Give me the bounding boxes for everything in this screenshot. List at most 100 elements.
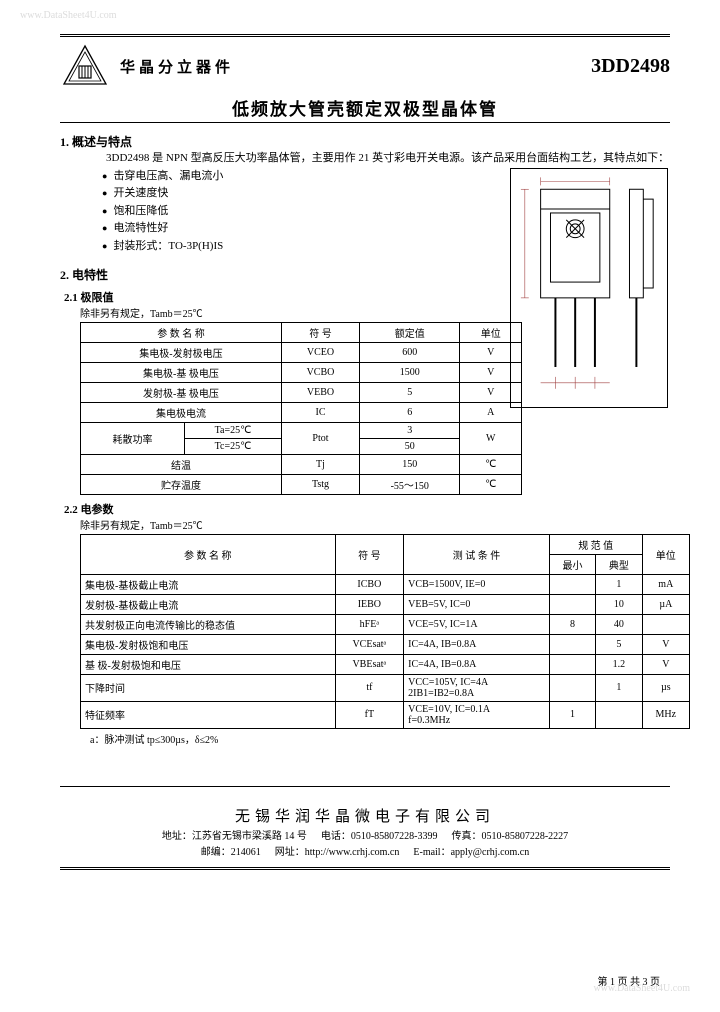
cell: IC=4A, IB=0.8A: [404, 634, 550, 654]
params-table: 参 数 名 称 符 号 测 试 条 件 规 范 值 单位 最小 典型 集电极-基…: [80, 534, 690, 729]
table-footnote: a：脉冲测试 tp≤300µs，δ≤2%: [90, 731, 670, 746]
label: 邮编：: [201, 847, 231, 858]
cell: [596, 701, 642, 728]
cell: 5: [596, 634, 642, 654]
table-row: 集电极-基 极电压VCBO1500V: [81, 362, 522, 382]
cell: 5: [360, 382, 460, 402]
section-overview-heading: 1. 概述与特点: [60, 133, 670, 150]
cell: IEBO: [335, 594, 404, 614]
table-row: 共发射极正向电流传输比的稳态值hFEᵃVCE=5V, IC=1A840: [81, 614, 690, 634]
header: 华晶分立器件 3DD2498: [60, 43, 670, 89]
params-condition: 除非另有规定，Tamb＝25℃: [80, 517, 670, 532]
cell: 40: [596, 614, 642, 634]
cell: 600: [360, 342, 460, 362]
cell: 贮存温度: [81, 474, 282, 494]
cell: 结温: [81, 454, 282, 474]
col-header: 参 数 名 称: [81, 322, 282, 342]
company-name: 华晶分立器件: [120, 56, 540, 77]
cell: 集电极-发射极电压: [81, 342, 282, 362]
cell: V: [642, 634, 689, 654]
col-header: 符 号: [335, 534, 404, 574]
cell: 1500: [360, 362, 460, 382]
section-elec-heading: 2. 电特性: [60, 266, 502, 283]
table-row: 发射极-基极截止电流IEBOVEB=5V, IC=010µA: [81, 594, 690, 614]
cell: 8: [549, 614, 595, 634]
value: 江苏省无锡市梁溪路 14 号: [192, 831, 307, 842]
table-row: 贮存温度Tstg-55～150℃: [81, 474, 522, 494]
footer-rule-top: [60, 786, 670, 787]
company-logo: [60, 43, 110, 89]
col-header: 符 号: [281, 322, 359, 342]
cell: 6: [360, 402, 460, 422]
table-row: 发射极-基 极电压VEBO5V: [81, 382, 522, 402]
limits-condition: 除非另有规定，Tamb＝25℃: [80, 305, 502, 320]
table-row: 集电极-发射极电压VCEO600V: [81, 342, 522, 362]
cell: 共发射极正向电流传输比的稳态值: [81, 614, 336, 634]
footer-line-2: 邮编：214061 网址：http://www.crhj.com.cn E-ma…: [60, 845, 670, 861]
label: 电话：: [321, 831, 351, 842]
cell: [549, 654, 595, 674]
subsection-params-heading: 2.2 电参数: [64, 501, 670, 517]
cell: 集电极电流: [81, 402, 282, 422]
col-header: 单位: [642, 534, 689, 574]
cell: 特征频率: [81, 701, 336, 728]
footer-rule-bottom: [60, 867, 670, 870]
cell: VCB=1500V, IE=0: [404, 574, 550, 594]
cell: VCEO: [281, 342, 359, 362]
footer-line-1: 地址：江苏省无锡市梁溪路 14 号 电话：0510-85807228-3399 …: [60, 829, 670, 845]
footer-company: 无锡华润华晶微电子有限公司: [60, 805, 670, 826]
cell: -55～150: [360, 474, 460, 494]
cell: 集电极-基 极电压: [81, 362, 282, 382]
table-row: 集电极-发射极饱和电压VCEsatᵃIC=4A, IB=0.8A5V: [81, 634, 690, 654]
cell: 10: [596, 594, 642, 614]
cell: 发射极-基极截止电流: [81, 594, 336, 614]
list-item: 开关速度快: [102, 185, 502, 203]
value: 0510-85807228-2227: [482, 831, 569, 842]
value: apply@crhj.com.cn: [451, 847, 530, 858]
part-number: 3DD2498: [550, 55, 670, 78]
package-diagram: [510, 168, 670, 495]
table-row: 结温Tj150℃: [81, 454, 522, 474]
cell: fT: [335, 701, 404, 728]
cell: IC: [281, 402, 359, 422]
cell: µs: [642, 674, 689, 701]
cell: ICBO: [335, 574, 404, 594]
col-header: 额定值: [360, 322, 460, 342]
cell: IC=4A, IB=0.8A: [404, 654, 550, 674]
col-header: 参 数 名 称: [81, 534, 336, 574]
top-rule: [60, 34, 670, 37]
cell: Tstg: [281, 474, 359, 494]
cell: [549, 594, 595, 614]
cell: 150: [360, 454, 460, 474]
cell: VEB=5V, IC=0: [404, 594, 550, 614]
cell: 1: [596, 574, 642, 594]
subsection-limits-heading: 2.1 极限值: [64, 289, 502, 305]
cell: mA: [642, 574, 689, 594]
value: 0510-85807228-3399: [351, 831, 438, 842]
cell: 1: [596, 674, 642, 701]
overview-text: 3DD2498 是 NPN 型高反压大功率晶体管，主要用作 21 英寸彩电开关电…: [84, 150, 670, 168]
cell: VEBO: [281, 382, 359, 402]
feature-list: 击穿电压高、漏电流小 开关速度快 饱和压降低 电流特性好 封装形式：TO-3P(…: [102, 168, 502, 256]
cell: VCEsatᵃ: [335, 634, 404, 654]
header-underline: [60, 122, 670, 123]
cell: V: [642, 654, 689, 674]
list-item: 电流特性好: [102, 220, 502, 238]
cell: 下降时间: [81, 674, 336, 701]
cell: 3: [360, 422, 460, 438]
cell: VBEsatᵃ: [335, 654, 404, 674]
cell: VCC=105V, IC=4A 2IB1=IB2=0.8A: [404, 674, 550, 701]
cell: Tj: [281, 454, 359, 474]
label: E-mail：: [413, 847, 450, 858]
label: 地址：: [162, 831, 192, 842]
cell: 1: [549, 701, 595, 728]
list-item: 击穿电压高、漏电流小: [102, 168, 502, 186]
cell: 集电极-基极截止电流: [81, 574, 336, 594]
list-item: 封装形式：TO-3P(H)IS: [102, 238, 502, 256]
col-header: 最小: [549, 554, 595, 574]
cell: 1.2: [596, 654, 642, 674]
cell: [549, 574, 595, 594]
value: http://www.crhj.com.cn: [305, 847, 400, 858]
cell: Ptot: [281, 422, 359, 454]
label: 传真：: [452, 831, 482, 842]
